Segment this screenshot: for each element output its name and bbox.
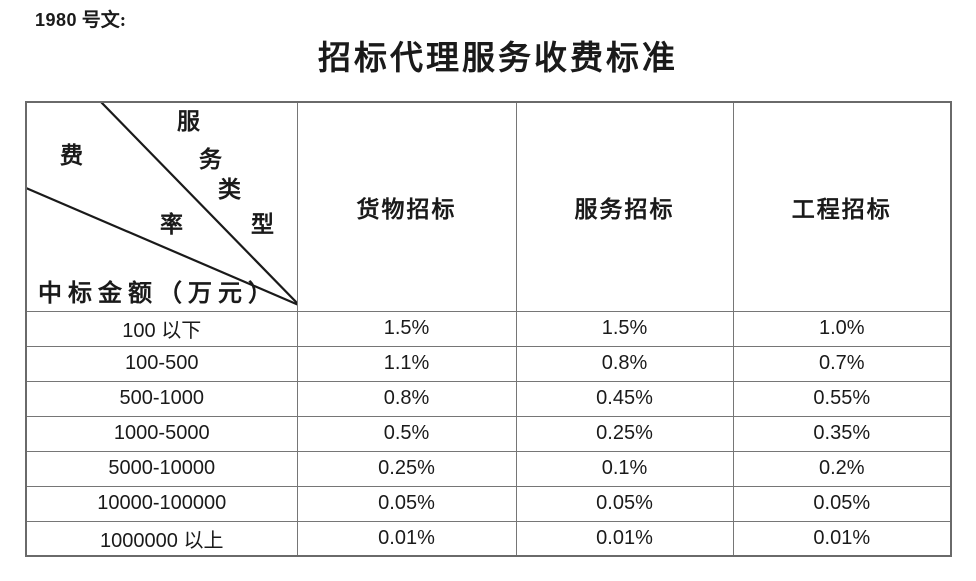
amount-range-cell: 100 以下 — [25, 310, 298, 347]
doc-reference-suffix: 号文: — [81, 10, 127, 31]
corner-char-service-type: 类 — [218, 177, 241, 202]
column-header-services: 服务招标 — [515, 101, 734, 312]
table-row: 1000-5000 0.5% 0.25% 0.35% — [25, 415, 952, 452]
rate-cell: 0.05% — [296, 485, 517, 522]
table-row: 5000-10000 0.25% 0.1% 0.2% — [25, 450, 952, 487]
table-row: 100-500 1.1% 0.8% 0.7% — [25, 345, 952, 382]
corner-char-service-type: 务 — [199, 147, 222, 172]
corner-char-service-type: 服 — [177, 109, 200, 134]
rate-cell: 0.5% — [296, 415, 517, 452]
rate-cell: 0.2% — [732, 450, 952, 487]
amount-range-cell: 1000-5000 — [25, 415, 298, 452]
rate-cell: 1.0% — [732, 310, 952, 347]
rate-cell: 0.35% — [732, 415, 952, 452]
page-title: 招标代理服务收费标准 — [318, 41, 678, 77]
fee-table: 服 费 务 类 率 型 中标金额（万元） 货物招标 服务招标 工程招标 100 … — [25, 101, 952, 557]
table-corner-cell: 服 费 务 类 率 型 中标金额（万元） — [25, 101, 298, 312]
rate-cell: 0.25% — [515, 415, 734, 452]
doc-reference: 1980 号文: — [35, 5, 126, 32]
table-row: 500-1000 0.8% 0.45% 0.55% — [25, 380, 952, 417]
table-row: 100 以下 1.5% 1.5% 1.0% — [25, 310, 952, 347]
amount-range-cell: 5000-10000 — [25, 450, 298, 487]
amount-range-cell: 100-500 — [25, 345, 298, 382]
corner-char-fee: 费 — [60, 143, 83, 168]
table-row: 10000-100000 0.05% 0.05% 0.05% — [25, 485, 952, 522]
corner-char-rate: 率 — [160, 212, 183, 237]
rate-cell: 0.55% — [732, 380, 952, 417]
doc-reference-number: 1980 — [35, 10, 78, 30]
rate-cell: 0.01% — [296, 520, 517, 557]
table-row: 1000000 以上 0.01% 0.01% 0.01% — [25, 520, 952, 557]
rate-cell: 1.5% — [296, 310, 517, 347]
column-header-goods: 货物招标 — [296, 101, 517, 312]
rate-cell: 0.1% — [515, 450, 734, 487]
corner-char-service-type: 型 — [251, 212, 274, 237]
rate-cell: 0.05% — [732, 485, 952, 522]
amount-range-cell: 1000000 以上 — [25, 520, 298, 557]
table-header-row: 服 费 务 类 率 型 中标金额（万元） 货物招标 服务招标 工程招标 — [25, 101, 952, 312]
rate-cell: 0.05% — [515, 485, 734, 522]
rate-cell: 0.7% — [732, 345, 952, 382]
rate-cell: 1.1% — [296, 345, 517, 382]
rate-cell: 0.45% — [515, 380, 734, 417]
column-header-works: 工程招标 — [732, 101, 952, 312]
diagonal-divider-lines — [27, 103, 296, 306]
rate-cell: 0.01% — [515, 520, 734, 557]
rate-cell: 0.01% — [732, 520, 952, 557]
rate-cell: 0.25% — [296, 450, 517, 487]
rate-cell: 0.8% — [296, 380, 517, 417]
amount-range-cell: 10000-100000 — [25, 485, 298, 522]
rate-cell: 0.8% — [515, 345, 734, 382]
rate-cell: 1.5% — [515, 310, 734, 347]
amount-range-cell: 500-1000 — [25, 380, 298, 417]
corner-amount-label: 中标金额（万元） — [38, 280, 278, 307]
